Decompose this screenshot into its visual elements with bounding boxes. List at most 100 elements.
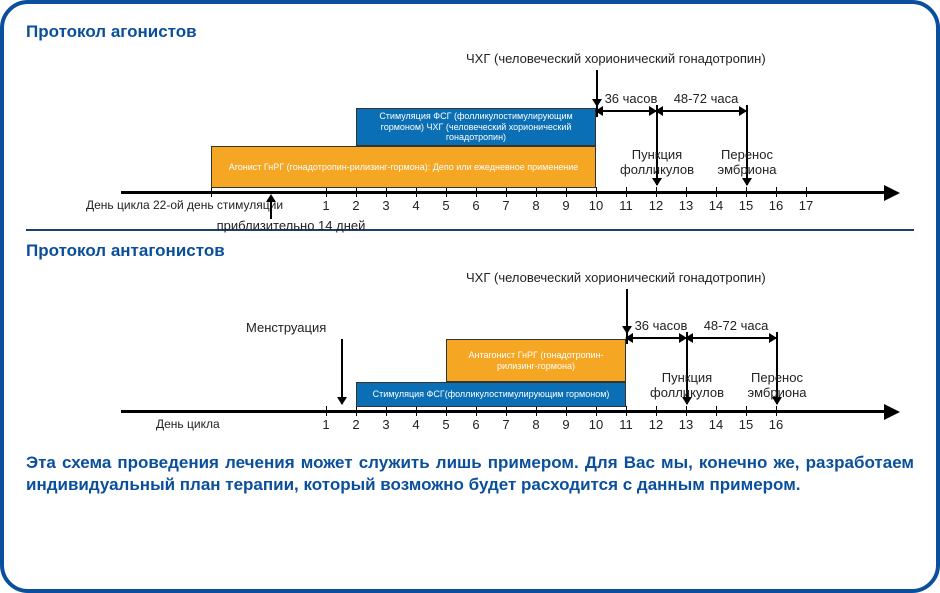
span-label: 48-72 часа: [691, 319, 781, 334]
tick: [506, 187, 507, 197]
tick: [386, 187, 387, 197]
tick: [596, 187, 597, 197]
tick: [776, 406, 777, 416]
span-label: 48-72 часа: [661, 92, 751, 107]
tick-label: 4: [412, 417, 419, 432]
span-arrow: [656, 110, 746, 112]
tick-label: 8: [532, 198, 539, 213]
tick-label: 1: [322, 198, 329, 213]
tick: [356, 187, 357, 197]
antagonist-timeline: 12345678910111213141516Стимуляция ФСГ(фо…: [26, 267, 914, 442]
tick-label: 6: [472, 198, 479, 213]
axis-label: День цикла: [156, 417, 220, 431]
tick: [566, 187, 567, 197]
tick: [356, 406, 357, 416]
tick-label: 16: [769, 417, 783, 432]
protocol-bar: Стимуляция ФСГ (фолликулостимулирующим г…: [356, 108, 596, 146]
tick-label: 11: [619, 417, 633, 432]
chg-label: ЧХГ (человеческий хорионический гонадотр…: [466, 52, 886, 67]
tick: [656, 187, 657, 197]
tick: [446, 406, 447, 416]
tick-label: 17: [799, 198, 813, 213]
event-label: Пункция фолликулов: [614, 148, 700, 178]
approx-14-days-label: приблизительно 14 дней: [201, 219, 381, 234]
tick: [746, 406, 747, 416]
event-label: Перенос эмбриона: [704, 148, 790, 178]
agonist-timeline: 1234567891011121314151617Агонист ГнРГ (г…: [26, 48, 914, 223]
tick-label: 12: [649, 417, 663, 432]
tick-label: 6: [472, 417, 479, 432]
tick-label: 12: [649, 198, 663, 213]
approx-arrow-head: [266, 194, 276, 202]
tick-label: 4: [412, 198, 419, 213]
event-label: Перенос эмбриона: [734, 371, 820, 401]
agonist-panel: Протокол агонистов 123456789101112131415…: [26, 22, 914, 223]
tick: [686, 406, 687, 416]
axis-line: [121, 191, 886, 194]
tick-label: 5: [442, 198, 449, 213]
tick-label: 13: [679, 198, 693, 213]
tick-label: 13: [679, 417, 693, 432]
tick: [476, 406, 477, 416]
tick-label: 7: [502, 198, 509, 213]
event-label: Пункция фолликулов: [644, 371, 730, 401]
tick-label: 14: [709, 417, 723, 432]
tick: [806, 187, 807, 197]
tick: [536, 187, 537, 197]
antagonist-title: Протокол антагонистов: [26, 241, 914, 261]
tick-label: 11: [619, 198, 633, 213]
span-joint: [626, 332, 628, 344]
tick: [716, 406, 717, 416]
tick: [566, 406, 567, 416]
tick: [626, 406, 627, 416]
tick-label: 8: [532, 417, 539, 432]
span-arrow: [596, 110, 656, 112]
tick-label: 3: [382, 417, 389, 432]
tick: [476, 187, 477, 197]
tick: [596, 406, 597, 416]
tick: [776, 187, 777, 197]
tick: [446, 187, 447, 197]
tick: [626, 187, 627, 197]
menstruation-arrow: [341, 339, 343, 404]
tick: [656, 406, 657, 416]
tick-start: [211, 187, 212, 197]
span-arrow: [686, 337, 776, 339]
tick-label: 2: [352, 417, 359, 432]
tick-label: 7: [502, 417, 509, 432]
panel-separator: [26, 229, 914, 231]
diagram-frame: Протокол агонистов 123456789101112131415…: [0, 0, 940, 593]
protocol-bar: Антагонист ГнРГ (гонадотропин-рилизинг-г…: [446, 339, 626, 382]
tick: [416, 187, 417, 197]
tick: [326, 406, 327, 416]
tick-label: 9: [562, 417, 569, 432]
tick: [326, 187, 327, 197]
tick: [746, 187, 747, 197]
menstruation-label: Менструация: [246, 321, 366, 336]
tick-label: 15: [739, 417, 753, 432]
span-joint: [596, 105, 598, 117]
tick-label: 5: [442, 417, 449, 432]
axis-label: День цикла 22-ой день стимуляции: [86, 198, 283, 212]
span-arrow: [626, 337, 686, 339]
axis-arrowhead: [884, 404, 900, 420]
tick-label: 10: [589, 417, 603, 432]
protocol-bar: Стимуляция ФСГ(фолликулостимулирующим го…: [356, 382, 626, 407]
tick: [506, 406, 507, 416]
tick: [686, 187, 687, 197]
tick: [416, 406, 417, 416]
tick-label: 3: [382, 198, 389, 213]
axis-arrowhead: [884, 185, 900, 201]
axis-line: [121, 410, 886, 413]
tick-label: 14: [709, 198, 723, 213]
tick-label: 1: [322, 417, 329, 432]
protocol-bar: Агонист ГнРГ (гонадотропин-рилизинг-горм…: [211, 146, 596, 188]
tick: [716, 187, 717, 197]
tick-label: 9: [562, 198, 569, 213]
tick: [536, 406, 537, 416]
disclaimer-text: Эта схема проведения лечения может служи…: [26, 452, 914, 496]
tick-label: 15: [739, 198, 753, 213]
tick-label: 2: [352, 198, 359, 213]
tick-label: 16: [769, 198, 783, 213]
chg-label: ЧХГ (человеческий хорионический гонадотр…: [466, 271, 886, 286]
